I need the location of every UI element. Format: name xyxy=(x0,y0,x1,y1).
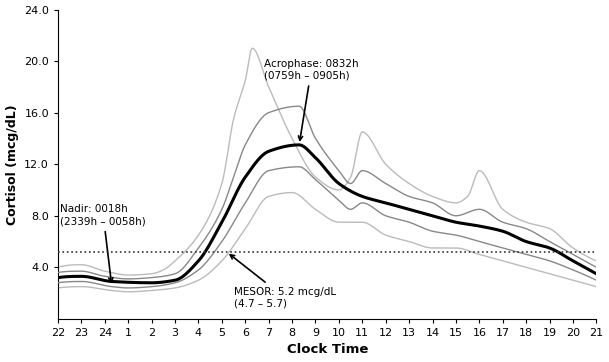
Text: Acrophase: 0832h
(0759h – 0905h): Acrophase: 0832h (0759h – 0905h) xyxy=(264,59,359,140)
Text: Nadir: 0018h
(2339h – 0058h): Nadir: 0018h (2339h – 0058h) xyxy=(60,205,146,282)
Text: MESOR: 5.2 mcg/dL
(4.7 – 5.7): MESOR: 5.2 mcg/dL (4.7 – 5.7) xyxy=(230,255,336,308)
X-axis label: Clock Time: Clock Time xyxy=(286,344,368,357)
Y-axis label: Cortisol (mcg/dL): Cortisol (mcg/dL) xyxy=(5,104,18,224)
